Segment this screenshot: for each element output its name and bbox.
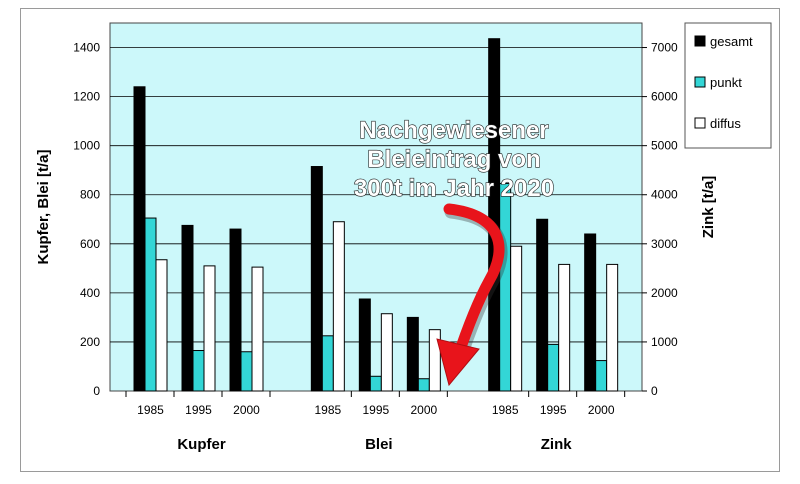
legend-label-gesamt: gesamt [710, 34, 753, 49]
bar-zink-2000-punkt [595, 360, 608, 392]
right-tick-label: 5000 [651, 139, 678, 153]
bar-kupfer-1995-gesamt [181, 224, 194, 392]
x-tick-label: 1985 [137, 403, 164, 417]
group-labels: Kupfer Blei Zink [177, 436, 572, 453]
legend-swatch-gesamt [694, 35, 706, 47]
bar-zink-1985-gesamt [488, 38, 501, 392]
annotation-line-1: Nachgewiesener [359, 117, 548, 144]
x-tick-label: 1995 [185, 403, 212, 417]
right-tick-label: 7000 [651, 41, 678, 55]
bar-blei-1985-gesamt [310, 166, 323, 392]
left-axis-title: Kupfer, Blei [t/a] [35, 149, 52, 264]
chart-frame: 0 200 400 600 800 1000 1200 1400 0 1000 2000 3000 4… [20, 8, 780, 472]
left-tick-label: 0 [93, 384, 100, 398]
arrow-head [436, 338, 480, 387]
right-tick-label: 2000 [651, 286, 678, 300]
left-tick-label: 600 [80, 237, 100, 251]
bar-zink-2000-diffus [606, 263, 619, 392]
bar-blei-1995-gesamt [358, 298, 371, 392]
gridlines [110, 47, 642, 343]
annotation-line-2: Bleieintrag von [367, 146, 540, 173]
group-label-kupfer: Kupfer [177, 436, 225, 453]
bar-kupfer-1985-diffus [155, 259, 168, 392]
x-tick-label: 2000 [233, 403, 260, 417]
right-tick-label: 1000 [651, 335, 678, 349]
group-label-blei: Blei [365, 436, 393, 453]
x-tick-label: 1995 [540, 403, 567, 417]
right-tick-label: 4000 [651, 188, 678, 202]
right-axis-ticks: 0 1000 2000 3000 4000 5000 6000 7000 [642, 41, 678, 398]
bar-blei-1995-punkt [369, 375, 382, 392]
left-tick-label: 800 [80, 188, 100, 202]
x-tick-label: 1985 [492, 403, 519, 417]
right-tick-label: 3000 [651, 237, 678, 251]
bar-blei-2000-punkt [417, 378, 430, 392]
legend-label-diffus: diffus [710, 116, 741, 131]
bar-zink-2000-gesamt [584, 233, 597, 392]
right-axis-title: Zink [t/a] [700, 176, 717, 239]
x-tick-label: 1995 [362, 403, 389, 417]
chart-svg: 0 200 400 600 800 1000 1200 1400 0 1000 2000 3000 4… [35, 22, 772, 453]
legend-swatch-diffus [694, 117, 706, 129]
bar-kupfer-1995-punkt [192, 350, 205, 392]
bar-blei-1995-diffus [380, 313, 393, 392]
right-tick-label: 0 [651, 384, 658, 398]
bar-kupfer-2000-diffus [251, 266, 264, 392]
right-tick-label: 6000 [651, 90, 678, 104]
bar-kupfer-2000-punkt [240, 351, 253, 392]
annotation: Nachgewiesener Bleieintrag von 300t im J… [353, 116, 554, 202]
bar-zink-1995-gesamt [536, 218, 549, 392]
annotation-arrow [436, 203, 508, 387]
legend-label-punkt: punkt [710, 75, 742, 90]
annotation-line-3: 300t im Jahr 2020 [354, 175, 554, 202]
x-tick-label: 2000 [410, 403, 437, 417]
bar-blei-2000-gesamt [406, 316, 419, 392]
legend-swatch-punkt [694, 76, 706, 88]
left-tick-label: 1000 [73, 139, 100, 153]
bar-zink-1995-punkt [547, 343, 560, 392]
bar-blei-2000-diffus [428, 329, 441, 392]
bar-blei-1985-punkt [321, 335, 334, 392]
left-tick-label: 200 [80, 335, 100, 349]
left-tick-label: 1200 [73, 90, 100, 104]
bars [133, 38, 619, 392]
plot-area [109, 22, 643, 392]
x-tick-label: 2000 [588, 403, 615, 417]
left-tick-label: 1400 [73, 41, 100, 55]
group-label-zink: Zink [541, 436, 572, 453]
bar-zink-1995-diffus [558, 263, 571, 392]
bar-kupfer-2000-gesamt [229, 228, 242, 392]
bar-blei-1985-diffus [332, 221, 345, 392]
left-tick-label: 400 [80, 286, 100, 300]
bar-zink-1985-diffus [510, 245, 523, 392]
x-tick-label: 1985 [314, 403, 341, 417]
bar-kupfer-1995-diffus [203, 265, 216, 392]
legend: gesamt punkt diffus [684, 22, 772, 149]
bar-zink-1985-punkt [499, 182, 512, 392]
bar-kupfer-1985-punkt [144, 217, 157, 392]
x-axis-ticks: 1985 1995 2000 1985 1995 2000 1985 1995 2000 [125, 391, 626, 417]
bar-kupfer-1985-gesamt [133, 86, 146, 392]
left-axis-ticks: 0 200 400 600 800 1000 1200 1400 [73, 41, 100, 398]
arrow-shaft-red [443, 203, 505, 365]
